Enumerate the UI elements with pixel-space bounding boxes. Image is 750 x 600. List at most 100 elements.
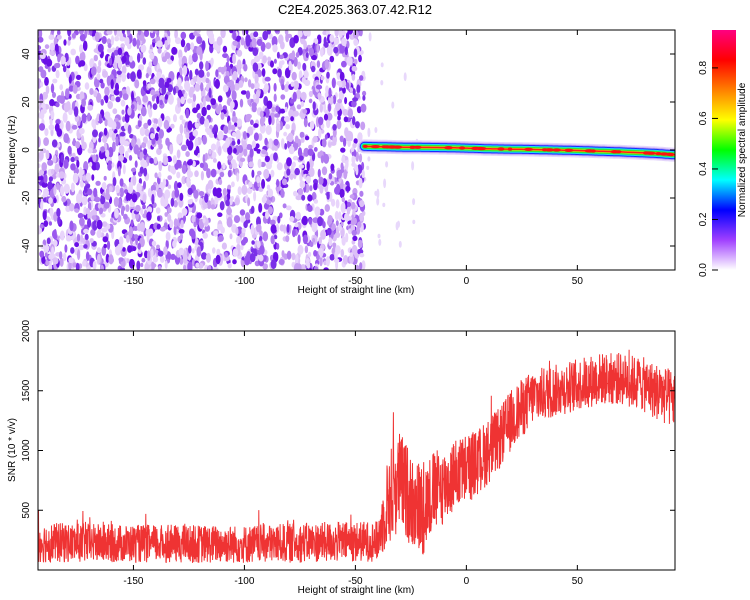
- noise-speckle: [81, 98, 86, 108]
- noise-speckle: [59, 95, 65, 105]
- noise-speckle: [44, 252, 48, 258]
- noise-speckle: [327, 95, 334, 106]
- noise-speckle: [174, 30, 178, 39]
- noise-speckle: [239, 209, 246, 216]
- noise-speckle: [185, 132, 190, 139]
- noise-speckle: [201, 40, 206, 51]
- noise-speckle: [143, 167, 148, 177]
- noise-speckle: [53, 184, 57, 196]
- noise-speckle: [70, 48, 76, 56]
- noise-speckle: [207, 188, 212, 194]
- noise-speckle: [83, 185, 88, 194]
- noise-speckle: [115, 96, 121, 103]
- noise-speckle: [264, 76, 271, 82]
- noise-speckle: [142, 57, 147, 65]
- noise-speckle: [339, 71, 345, 81]
- noise-speckle: [332, 94, 337, 105]
- noise-speckle: [102, 136, 108, 144]
- noise-speckle: [246, 187, 253, 194]
- noise-speckle: [156, 147, 162, 156]
- noise-speckle: [172, 240, 177, 248]
- noise-speckle: [320, 129, 325, 134]
- noise-speckle: [199, 61, 204, 70]
- noise-speckle: [170, 253, 176, 260]
- noise-speckle: [354, 264, 360, 270]
- noise-speckle: [238, 80, 244, 88]
- noise-speckle: [120, 99, 126, 107]
- noise-speckle: [210, 197, 214, 207]
- noise-speckle: [110, 95, 115, 102]
- noise-speckle: [156, 96, 160, 105]
- noise-speckle: [340, 249, 345, 258]
- noise-speckle: [149, 78, 156, 85]
- noise-speckle: [132, 175, 137, 186]
- noise-speckle: [148, 228, 154, 237]
- noise-speckle: [103, 127, 108, 136]
- noise-speckle: [102, 70, 108, 78]
- noise-speckle: [352, 97, 359, 102]
- noise-speckle: [225, 137, 231, 148]
- noise-speckle: [300, 91, 307, 101]
- noise-speckle: [83, 228, 89, 234]
- noise-speckle: [376, 188, 380, 199]
- noise-speckle: [360, 103, 367, 113]
- noise-speckle: [310, 65, 316, 73]
- noise-speckle: [208, 149, 212, 155]
- noise-speckle: [59, 230, 65, 241]
- noise-speckle: [85, 172, 91, 182]
- noise-speckle: [120, 207, 125, 216]
- noise-speckle: [293, 80, 299, 91]
- noise-speckle: [89, 88, 94, 95]
- noise-speckle: [38, 36, 44, 43]
- noise-speckle: [308, 90, 313, 98]
- y-tick-label: -20: [21, 190, 32, 205]
- noise-speckle: [38, 66, 44, 73]
- noise-speckle: [187, 199, 193, 205]
- noise-speckle: [53, 228, 57, 238]
- noise-speckle: [57, 215, 61, 226]
- noise-speckle: [221, 242, 227, 250]
- noise-speckle: [76, 159, 80, 168]
- noise-speckle: [320, 229, 327, 240]
- noise-speckle: [333, 46, 339, 54]
- noise-speckle: [212, 187, 218, 197]
- noise-speckle: [222, 188, 227, 196]
- noise-speckle: [177, 236, 181, 243]
- noise-speckle: [232, 53, 237, 65]
- noise-speckle: [318, 116, 324, 126]
- noise-speckle: [179, 192, 184, 201]
- noise-speckle: [278, 34, 284, 45]
- noise-speckle: [291, 252, 296, 261]
- noise-speckle: [103, 243, 107, 249]
- noise-speckle: [89, 238, 94, 243]
- x-tick-label: 0: [464, 576, 470, 587]
- noise-speckle: [326, 71, 330, 79]
- noise-speckle: [104, 118, 108, 127]
- noise-speckle: [357, 248, 364, 255]
- noise-speckle: [341, 37, 347, 47]
- noise-speckle: [131, 138, 136, 148]
- noise-speckle: [286, 223, 290, 233]
- noise-speckle: [163, 119, 170, 130]
- noise-speckle: [303, 118, 308, 128]
- noise-speckle: [231, 90, 237, 101]
- noise-speckle: [285, 32, 289, 43]
- noise-speckle: [358, 54, 362, 63]
- noise-speckle: [276, 179, 280, 188]
- noise-speckle: [345, 185, 351, 192]
- noise-speckle: [169, 219, 174, 229]
- noise-speckle: [67, 145, 72, 155]
- noise-speckle: [119, 187, 124, 198]
- colorbar-tick-label: 0.8: [698, 61, 709, 75]
- noise-speckle: [97, 202, 104, 210]
- noise-speckle: [128, 259, 135, 269]
- noise-speckle: [301, 194, 306, 201]
- noise-speckle: [292, 91, 297, 102]
- noise-speckle: [297, 188, 304, 195]
- noise-speckle: [196, 246, 202, 257]
- noise-speckle: [193, 31, 198, 36]
- noise-speckle: [110, 79, 114, 90]
- noise-speckle: [279, 108, 286, 114]
- noise-speckle: [105, 149, 110, 158]
- noise-speckle: [181, 144, 187, 151]
